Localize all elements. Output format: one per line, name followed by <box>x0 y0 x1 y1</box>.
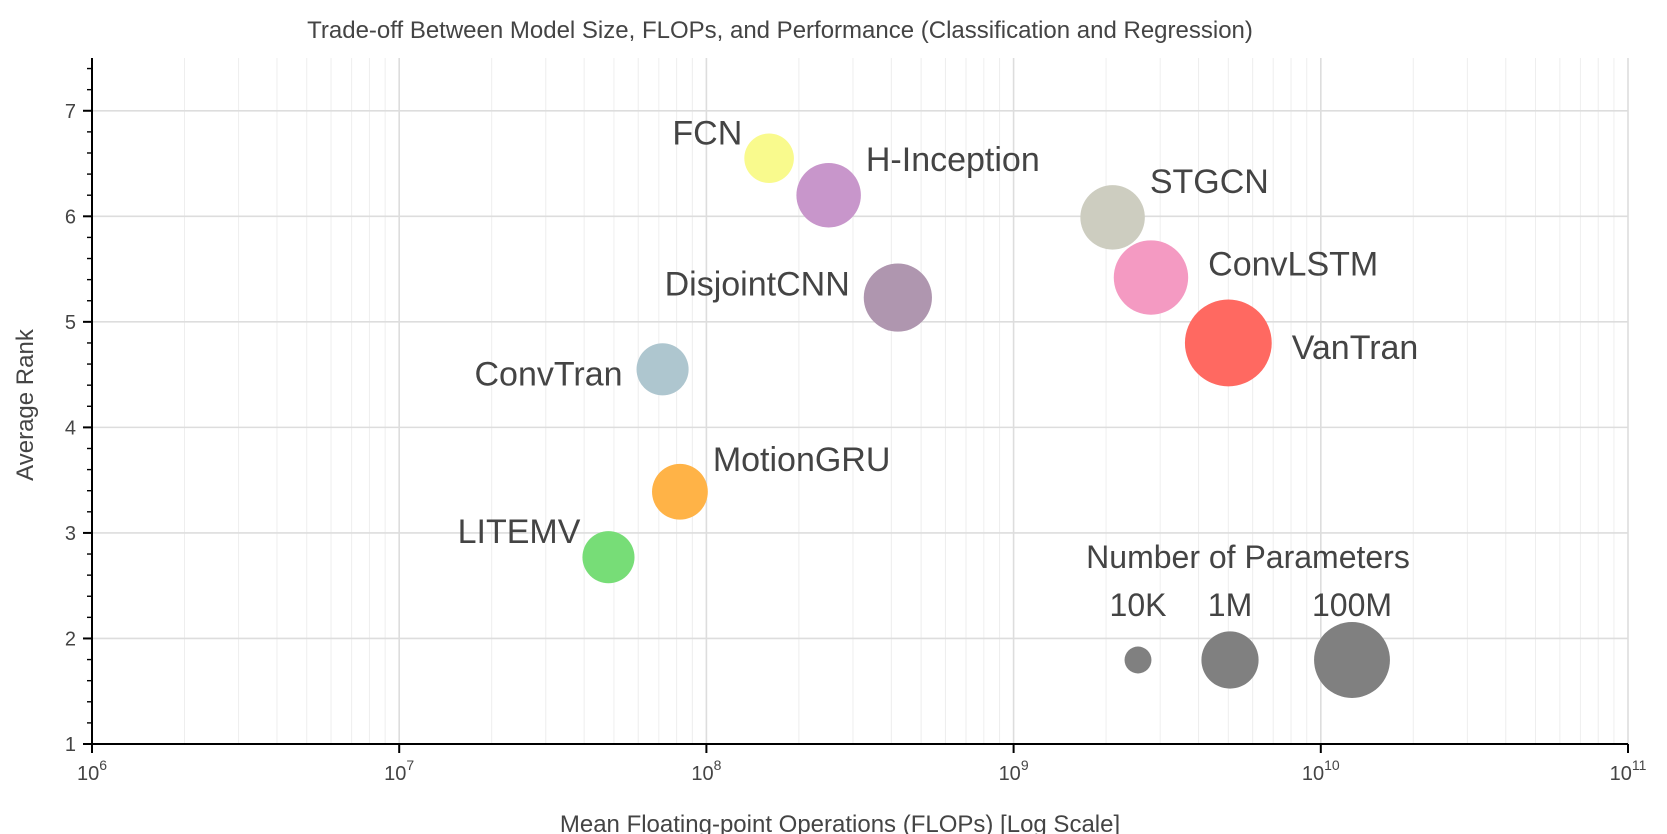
scatter-point <box>1113 240 1189 315</box>
point-label: ConvLSTM <box>1208 246 1378 284</box>
point-label: DisjointCNN <box>665 266 850 304</box>
y-tick-label: 1 <box>65 734 76 756</box>
legend-size-marker <box>1201 631 1259 689</box>
legend-title: Number of Parameters <box>1086 539 1410 575</box>
legend-size-label: 1M <box>1208 587 1252 623</box>
chart-title: Trade-off Between Model Size, FLOPs, and… <box>307 17 1253 44</box>
point-label: VanTran <box>1292 329 1419 367</box>
legend-size-marker <box>1124 646 1152 674</box>
y-tick-label: 7 <box>65 101 76 123</box>
data-points <box>582 133 1272 584</box>
x-axis-label: Mean Floating-point Operations (FLOPs) [… <box>560 811 1120 834</box>
y-tick-label: 3 <box>65 523 76 545</box>
legend-size-marker <box>1314 622 1390 698</box>
y-tick-label: 5 <box>65 312 76 334</box>
y-tick-label: 2 <box>65 628 76 650</box>
point-label: FCN <box>672 115 742 153</box>
x-tick-label: 1010 <box>1302 757 1340 785</box>
point-label: ConvTran <box>475 355 623 393</box>
scatter-point <box>582 531 635 584</box>
scatter-point <box>863 263 932 332</box>
axes: 1 2 3 4 5 6 7 106 107 108 109 1010 1011 <box>65 58 1647 785</box>
scatter-point <box>1080 185 1145 250</box>
grid-lines <box>91 58 1629 745</box>
x-tick-label: 1011 <box>1610 757 1647 785</box>
y-tick-label: 6 <box>65 206 76 228</box>
legend-size-label: 100M <box>1312 587 1392 623</box>
scatter-point <box>796 162 861 228</box>
y-tick-label: 4 <box>65 417 76 439</box>
scatter-point <box>636 343 689 396</box>
point-label: LITEMV <box>458 513 581 551</box>
x-tick-label: 108 <box>691 757 721 785</box>
point-label: MotionGRU <box>713 441 891 479</box>
legend-size-label: 10K <box>1110 587 1167 623</box>
scatter-point <box>744 133 794 184</box>
point-label: STGCN <box>1150 163 1269 201</box>
x-tick-label: 107 <box>384 757 414 785</box>
x-tick-label: 109 <box>999 757 1029 785</box>
point-labels: FCN H-Inception STGCN DisjointCNN ConvLSTM Va… <box>458 115 1419 551</box>
scatter-point <box>652 463 708 520</box>
scatter-point <box>1184 299 1272 387</box>
y-axis-label: Average Rank <box>12 328 39 481</box>
size-legend: Number of Parameters 10K 1M 100M <box>1086 539 1410 698</box>
x-tick-label: 106 <box>77 757 107 785</box>
point-label: H-Inception <box>866 141 1040 179</box>
